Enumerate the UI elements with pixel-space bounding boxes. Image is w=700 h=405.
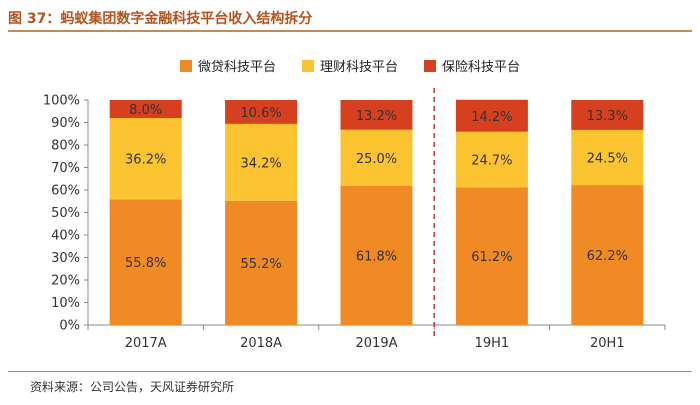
legend: 微贷科技平台 理财科技平台 保险科技平台 <box>0 56 700 75</box>
data-label: 13.2% <box>356 109 397 124</box>
y-tick-label: 90% <box>51 116 80 131</box>
bar-segment <box>455 99 528 132</box>
bar-segment <box>225 123 298 201</box>
legend-label-2: 保险科技平台 <box>442 60 521 75</box>
y-tick-label: 50% <box>51 206 80 221</box>
data-label: 62.2% <box>587 249 628 264</box>
x-tick-label: 2019A <box>356 336 398 351</box>
data-label: 24.7% <box>471 154 512 169</box>
stacked-bar-chart: 0% 10% 20% 30% 40% 50% 60% 70% 80% 90% 100% 55.8% 36… <box>43 88 666 351</box>
y-tick-label: 100% <box>43 94 80 109</box>
data-label: 61.2% <box>471 250 512 265</box>
y-tick-label: 20% <box>51 274 80 289</box>
data-label: 36.2% <box>125 153 166 168</box>
legend-swatch-1 <box>301 59 314 72</box>
source-rule <box>8 371 692 372</box>
source-note: 资料来源：公司公告，天风证券研究所 <box>30 380 235 394</box>
legend-item-1: 理财科技平台 <box>301 56 398 75</box>
bar-segment <box>571 100 644 130</box>
bar-segment <box>109 100 182 118</box>
x-tick-label: 2018A <box>240 336 282 351</box>
title-rule <box>8 30 692 32</box>
bar-segment <box>109 199 182 325</box>
x-tick-label: 20H1 <box>590 336 625 351</box>
legend-label-0: 微贷科技平台 <box>197 60 276 75</box>
chart-title: 图 37：蚂蚁集团数字金融科技平台收入结构拆分 <box>8 11 313 27</box>
bar-segment <box>340 129 413 186</box>
data-label: 14.2% <box>471 110 512 125</box>
data-label: 10.6% <box>240 106 281 121</box>
bar-segment <box>340 185 413 325</box>
x-tick-label: 19H1 <box>475 336 510 351</box>
data-label: 55.8% <box>125 256 166 271</box>
y-tick-label: 70% <box>51 161 80 176</box>
data-label: 8.0% <box>129 103 162 118</box>
y-tick-label: 40% <box>51 229 80 244</box>
bar-segment <box>455 131 528 188</box>
legend-item-0: 微贷科技平台 <box>179 56 276 75</box>
bar-segment <box>225 100 298 124</box>
data-label: 61.8% <box>356 249 397 264</box>
legend-item-2: 保险科技平台 <box>424 56 520 75</box>
bar-segment <box>225 200 298 325</box>
y-tick-label: 10% <box>51 296 80 311</box>
y-tick-label: 30% <box>51 251 80 266</box>
legend-label-1: 理财科技平台 <box>319 60 398 75</box>
bar-segment <box>571 129 644 186</box>
y-tick-label: 80% <box>51 139 80 154</box>
bar-segment <box>571 185 644 325</box>
y-tick-label: 60% <box>51 184 80 199</box>
data-label: 55.2% <box>240 257 281 272</box>
y-tick-label: 0% <box>59 319 80 334</box>
data-label: 25.0% <box>356 152 397 167</box>
bar-segment <box>340 100 413 130</box>
legend-swatch-2 <box>424 59 436 72</box>
bar-segment <box>109 118 182 200</box>
data-label: 24.5% <box>587 151 628 166</box>
x-tick-label: 2017A <box>125 336 167 351</box>
data-label: 34.2% <box>240 156 281 171</box>
data-label: 13.3% <box>587 109 628 124</box>
legend-swatch-0 <box>179 59 192 72</box>
bar-segment <box>455 187 528 325</box>
